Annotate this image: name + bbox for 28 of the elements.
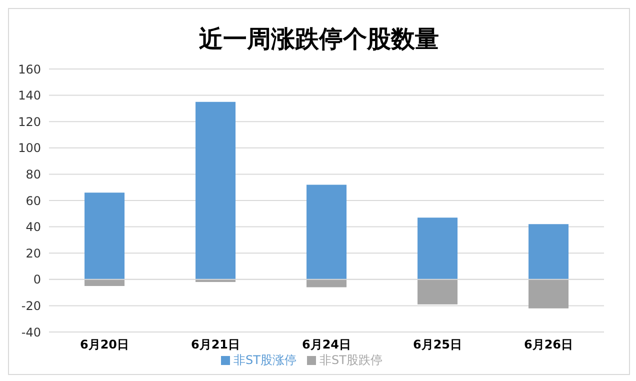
legend-label: 非ST股跌停 bbox=[320, 353, 382, 367]
bar bbox=[306, 184, 347, 280]
bar bbox=[418, 279, 458, 304]
bar bbox=[196, 102, 236, 280]
x-tick-label: 6月20日 bbox=[80, 338, 130, 352]
bar bbox=[84, 192, 125, 280]
y-tick-label: -40 bbox=[21, 325, 41, 340]
y-tick-label: 120 bbox=[18, 114, 41, 129]
y-tick-label: 20 bbox=[26, 246, 41, 260]
y-tick-label: -20 bbox=[21, 298, 41, 313]
y-tick-label: 100 bbox=[18, 141, 41, 156]
y-tick-label: 80 bbox=[26, 167, 41, 182]
y-tick-label: 0 bbox=[33, 272, 41, 287]
bar bbox=[528, 224, 569, 280]
x-tick-label: 6月26日 bbox=[524, 338, 574, 352]
y-tick-label: 40 bbox=[26, 220, 41, 234]
x-tick-label: 6月21日 bbox=[190, 338, 240, 352]
bar bbox=[418, 218, 458, 280]
bar bbox=[306, 279, 347, 288]
x-tick-label: 6月24日 bbox=[302, 338, 352, 352]
y-tick-label: 140 bbox=[18, 88, 41, 103]
bar bbox=[84, 279, 125, 286]
y-tick-label: 160 bbox=[18, 62, 41, 76]
chart-title: 近一周涨跌停个股数量 bbox=[198, 24, 440, 55]
y-tick-label: 60 bbox=[26, 194, 41, 208]
bar bbox=[528, 279, 569, 308]
legend-label: 非ST股涨停 bbox=[234, 353, 296, 367]
x-tick-label: 6月25日 bbox=[412, 338, 462, 352]
